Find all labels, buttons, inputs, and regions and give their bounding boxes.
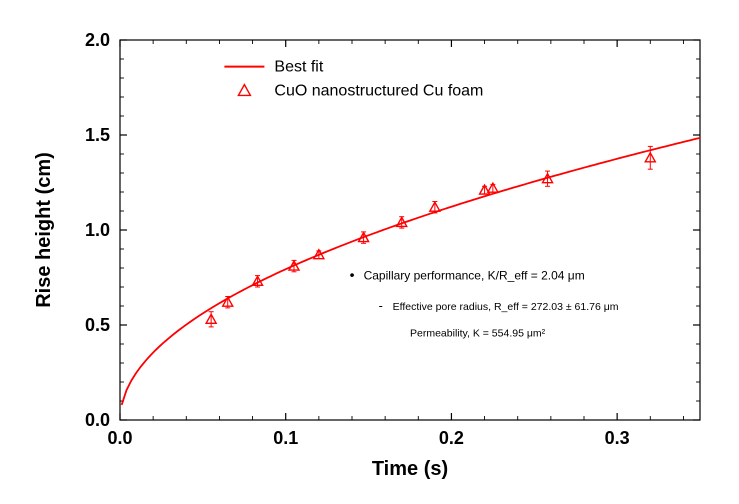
y-tick-label: 0.0: [85, 410, 110, 430]
x-tick-label: 0.2: [439, 428, 464, 448]
y-tick-label: 1.0: [85, 220, 110, 240]
x-axis-label: Time (s): [372, 458, 448, 480]
annotation-text: Capillary performance, K/R_eff = 2.04 μm: [364, 268, 585, 282]
legend-label: CuO nanostructured Cu foam: [274, 83, 483, 100]
annotation-text: Permeability, K = 554.95 μm²: [410, 327, 546, 339]
chart-container: 0.0 0.1 0.2 0.3 0.0 0.5 1.0 1.5 2.0 Time (s) Rise …: [0, 0, 739, 504]
legend-label: Best fit: [274, 59, 323, 76]
y-tick-label: 0.5: [85, 315, 110, 335]
legend-marker-icon: [238, 85, 250, 96]
annotation-bullet: -: [379, 299, 383, 313]
annotation-text: Effective pore radius, R_eff = 272.03 ± …: [393, 301, 619, 313]
x-tick-label: 0.3: [605, 428, 630, 448]
chart-svg: 0.0 0.1 0.2 0.3 0.0 0.5 1.0 1.5 2.0 Time (s) Rise …: [0, 0, 739, 504]
y-axis-label: Rise height (cm): [33, 152, 55, 308]
x-tick-label: 0.0: [107, 428, 132, 448]
annotation-bullet: •: [350, 266, 355, 282]
x-tick-label: 0.1: [273, 428, 298, 448]
y-tick-label: 2.0: [85, 30, 110, 50]
y-tick-label: 1.5: [85, 125, 110, 145]
